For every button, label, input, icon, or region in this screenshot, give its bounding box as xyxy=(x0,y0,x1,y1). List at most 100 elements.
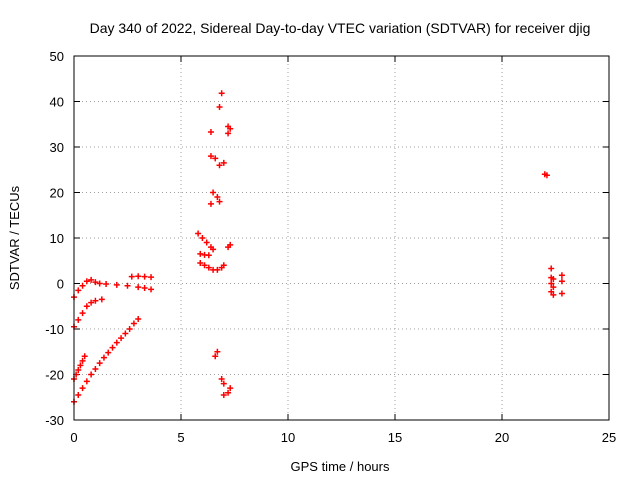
data-point xyxy=(130,320,137,327)
chart-title: Day 340 of 2022, Sidereal Day-to-day VTE… xyxy=(90,20,591,36)
data-point xyxy=(141,285,148,292)
data-point xyxy=(227,125,234,132)
data-point xyxy=(225,130,232,137)
series-track-a xyxy=(71,276,155,301)
data-point xyxy=(128,273,135,280)
data-point xyxy=(548,288,555,295)
data-point xyxy=(79,385,86,392)
series-track-c xyxy=(71,296,105,330)
data-point xyxy=(92,297,99,304)
data-point xyxy=(205,264,212,271)
data-point xyxy=(113,281,120,288)
data-point xyxy=(96,280,103,287)
data-point xyxy=(558,290,565,297)
data-point xyxy=(77,362,84,369)
data-point xyxy=(548,280,555,287)
data-point xyxy=(113,339,120,346)
data-point xyxy=(216,162,223,169)
data-point xyxy=(83,378,90,385)
x-tick-label: 10 xyxy=(281,430,295,445)
data-point xyxy=(197,250,204,257)
data-point xyxy=(214,348,221,355)
data-point xyxy=(79,357,86,364)
y-tick-label: -10 xyxy=(45,322,64,337)
x-axis-label: GPS time / hours xyxy=(291,459,390,474)
y-tick-label: -20 xyxy=(45,368,64,383)
data-point xyxy=(207,128,214,135)
data-point xyxy=(118,335,125,342)
data-point xyxy=(92,366,99,373)
data-point xyxy=(75,391,82,398)
y-axis-label: SDTVAR / TECUs xyxy=(7,185,22,290)
data-point xyxy=(141,273,148,280)
data-point xyxy=(550,275,557,282)
data-point xyxy=(558,278,565,285)
data-point xyxy=(212,155,219,162)
data-point xyxy=(212,353,219,360)
data-point xyxy=(218,90,225,97)
data-point xyxy=(225,389,232,396)
data-point xyxy=(126,326,133,332)
data-point xyxy=(135,273,142,280)
data-point xyxy=(218,376,225,383)
series-cluster-22h xyxy=(541,171,565,298)
data-point xyxy=(203,239,210,246)
y-tick-label: 10 xyxy=(50,231,64,246)
data-point xyxy=(105,349,112,356)
data-point xyxy=(135,284,142,291)
data-point xyxy=(214,266,221,273)
y-tick-label: 50 xyxy=(50,49,64,64)
data-point xyxy=(225,244,232,251)
data-point xyxy=(210,246,217,253)
data-point xyxy=(214,194,221,201)
data-point xyxy=(207,200,214,207)
data-point xyxy=(135,315,142,322)
data-point xyxy=(195,230,202,237)
y-tick-label: 40 xyxy=(50,95,64,110)
data-point xyxy=(199,235,206,241)
series-track-b xyxy=(128,273,155,281)
data-point xyxy=(81,353,88,360)
data-point xyxy=(216,103,223,110)
data-point xyxy=(205,252,212,259)
data-point xyxy=(550,291,557,298)
data-point xyxy=(558,272,565,279)
data-point xyxy=(148,274,155,281)
data-point xyxy=(220,380,227,387)
data-point xyxy=(92,279,99,286)
y-tick-label: 30 xyxy=(50,140,64,155)
data-point xyxy=(216,198,223,205)
axis-ticks: 0 5 10 15 20 25 -30 -20 -10 0 10 20 30 40 50 xyxy=(45,49,616,445)
x-tick-label: 25 xyxy=(602,430,616,445)
data-point xyxy=(98,296,105,303)
data-point xyxy=(96,360,103,367)
y-tick-label: 20 xyxy=(50,186,64,201)
series-track-e xyxy=(71,315,142,405)
data-point xyxy=(548,265,555,272)
data-point xyxy=(543,172,550,179)
series-cluster-6h xyxy=(195,90,234,398)
data-point xyxy=(220,262,227,269)
data-point xyxy=(148,286,155,293)
data-point xyxy=(75,366,82,373)
data-point xyxy=(75,287,82,294)
data-point xyxy=(79,282,86,289)
data-point xyxy=(75,316,82,323)
data-point xyxy=(220,391,227,398)
data-point xyxy=(227,385,234,392)
data-point xyxy=(197,260,204,267)
data-point xyxy=(83,303,90,310)
plot-frame xyxy=(73,55,610,421)
data-point xyxy=(207,153,214,160)
data-point xyxy=(201,262,208,269)
data-point xyxy=(88,276,95,283)
data-point xyxy=(124,282,131,289)
data-point xyxy=(220,159,227,166)
data-point xyxy=(88,371,95,378)
x-tick-label: 5 xyxy=(177,430,184,445)
data-point xyxy=(100,354,107,361)
y-tick-label: -30 xyxy=(45,413,64,428)
data-point xyxy=(210,189,217,196)
data-points xyxy=(71,90,565,405)
